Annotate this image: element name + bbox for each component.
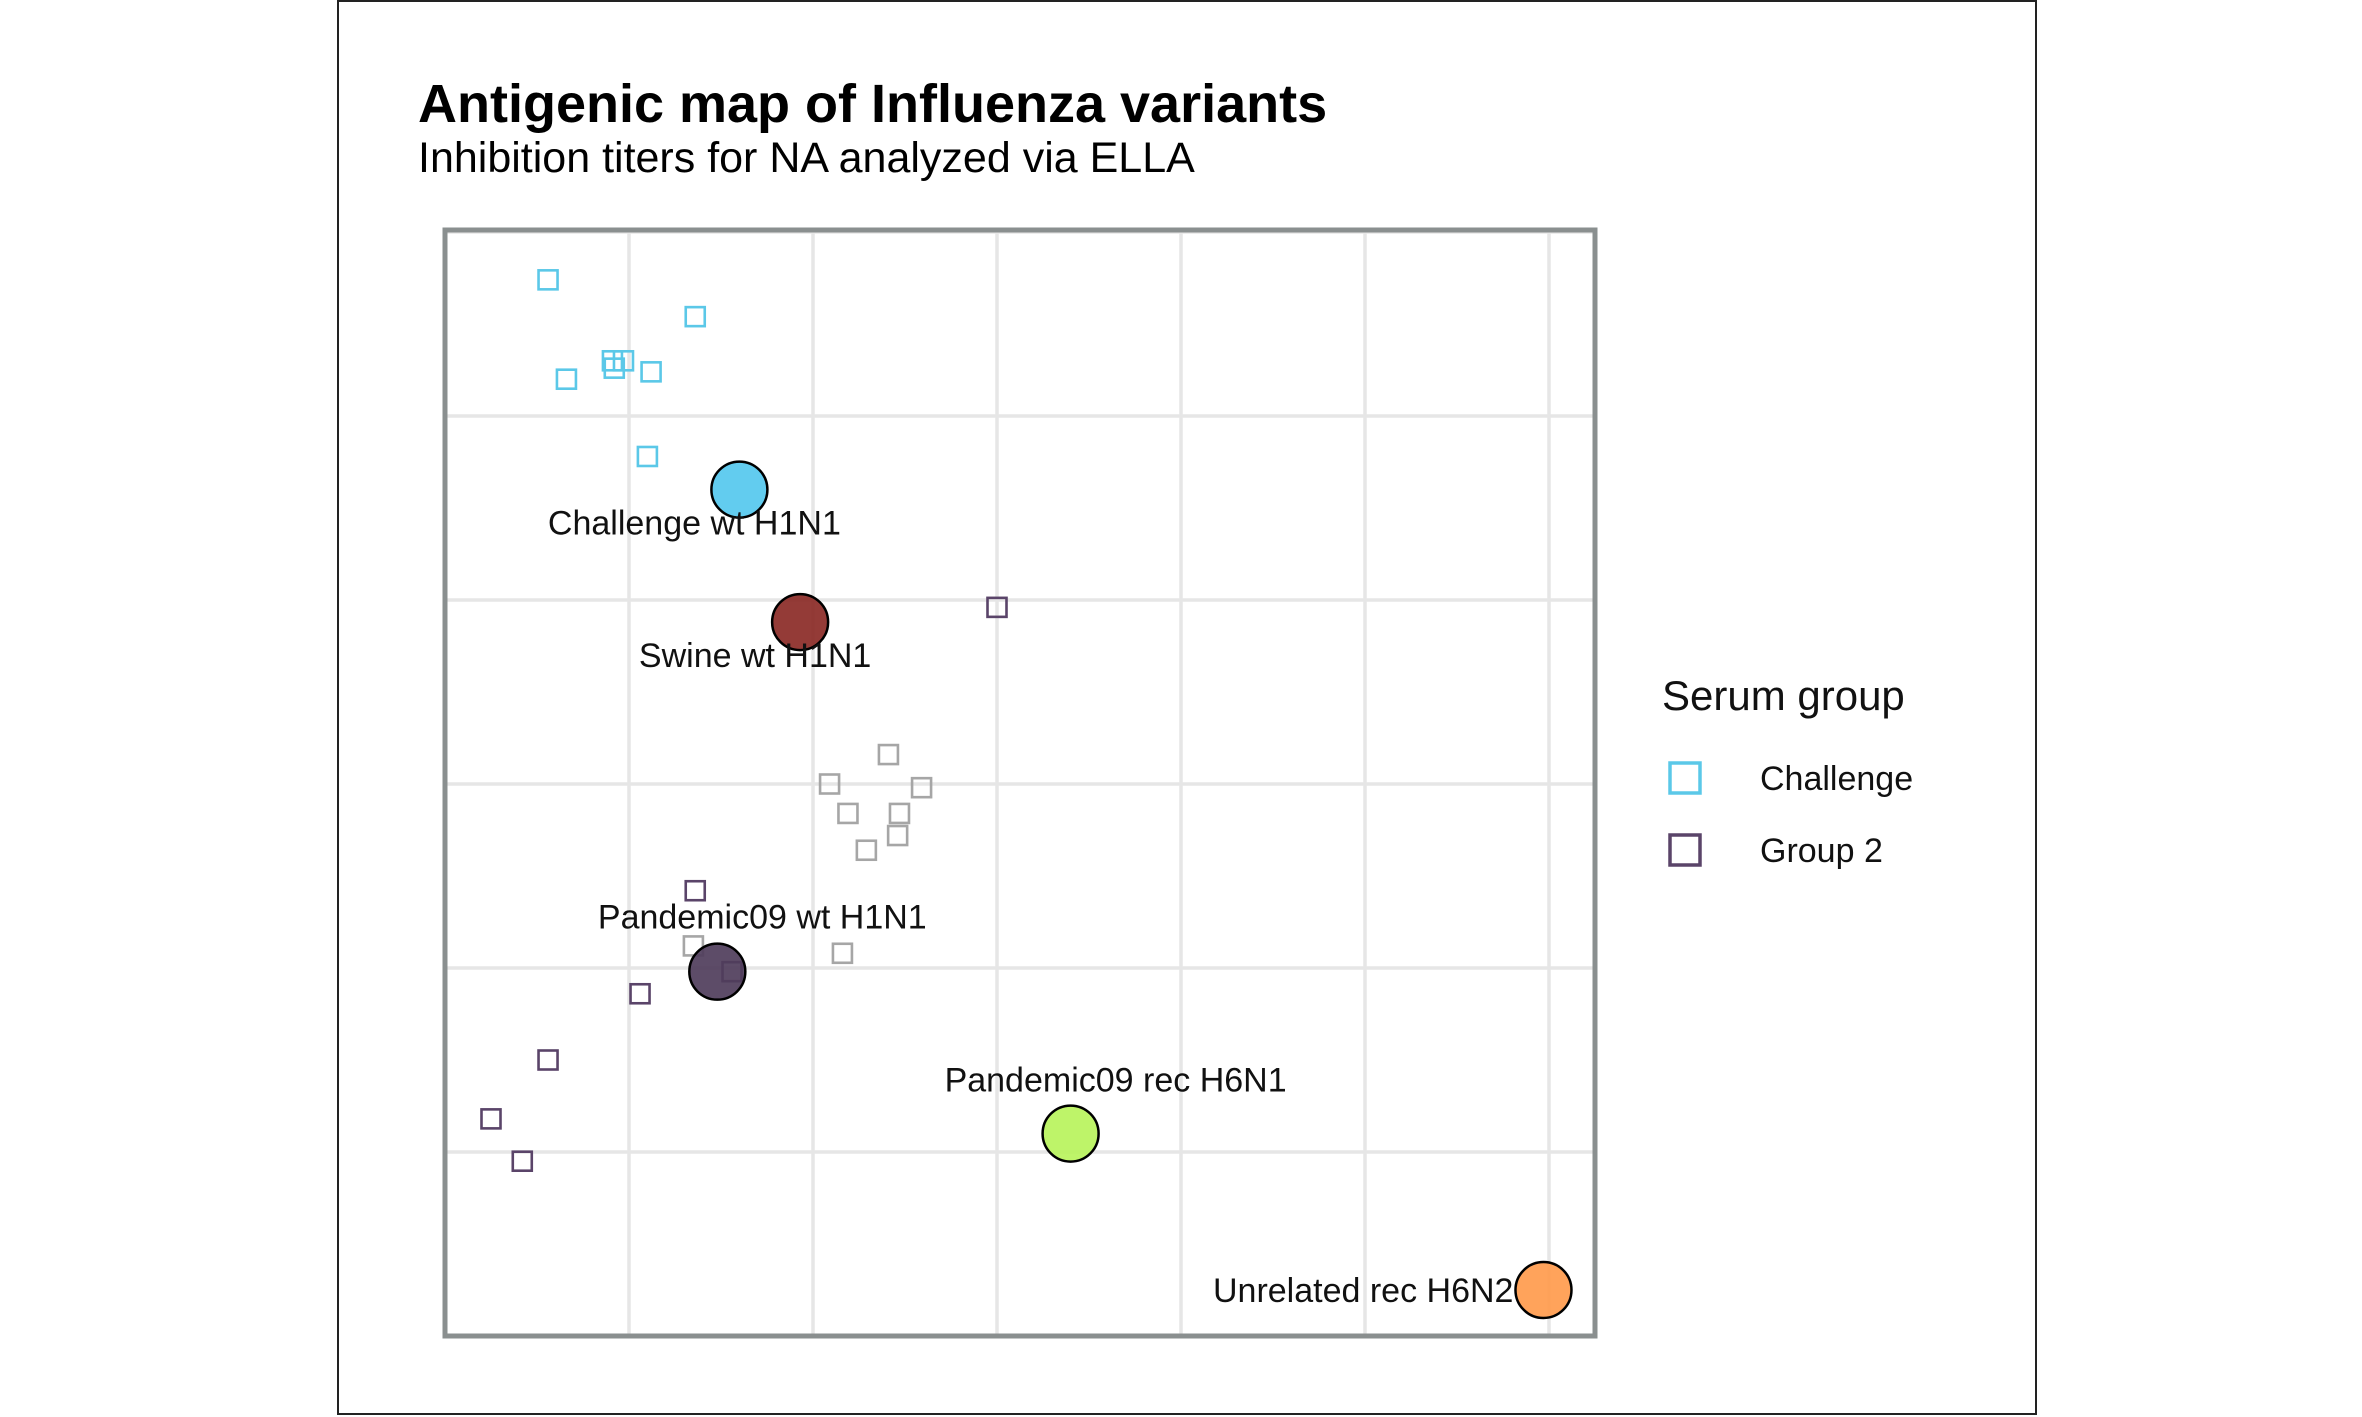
serum-point	[877, 743, 900, 766]
legend-title: Serum group	[1662, 672, 1905, 719]
chart-title: Antigenic map of Influenza variants	[418, 74, 1327, 134]
serum-point	[837, 802, 859, 825]
serum-point	[636, 445, 659, 468]
serum-point	[855, 839, 878, 862]
serum-point	[537, 1049, 559, 1071]
serum-point	[480, 1108, 502, 1130]
serum-point	[629, 982, 651, 1005]
serum-point	[886, 824, 909, 847]
grid	[445, 230, 1595, 1336]
serum-point	[888, 802, 911, 825]
serum-point	[601, 349, 624, 372]
antigen-point	[770, 592, 830, 652]
antigen-label: Pandemic09 rec H6N1	[945, 1062, 1287, 1100]
antigen-label: Challenge wt H1N1	[548, 505, 841, 543]
plot-panel-border	[442, 227, 1598, 1339]
serum-point	[603, 357, 626, 379]
antigen-point	[1041, 1104, 1100, 1163]
antigen-label: Swine wt H1N1	[639, 637, 871, 675]
serum-point	[684, 879, 707, 902]
serum-point	[831, 942, 854, 965]
legend-key	[1668, 761, 1702, 795]
antigen-point	[688, 942, 747, 1001]
serum-point	[910, 776, 933, 799]
legend-label: Challenge	[1760, 760, 1913, 798]
legend: Serum group Challenge Group 2	[1662, 672, 1913, 870]
serum-points	[480, 269, 1008, 1172]
chart-frame	[337, 0, 2037, 1415]
serum-point	[555, 368, 578, 391]
serum-point	[640, 361, 662, 383]
serum-point	[511, 1150, 534, 1172]
serum-point	[684, 305, 707, 328]
antigen-label: Unrelated rec H6N2	[1213, 1272, 1513, 1310]
antigen-label: Pandemic09 wt H1N1	[598, 899, 927, 937]
legend-label: Group 2	[1760, 832, 1883, 870]
serum-point	[537, 269, 559, 291]
antigen-point	[710, 460, 769, 519]
serum-point	[818, 773, 841, 795]
chart-subtitle: Inhibition titers for NA analyzed via EL…	[418, 134, 1195, 182]
antigen-point	[1514, 1260, 1573, 1320]
serum-point	[986, 596, 1008, 619]
antigen-points: Challenge wt H1N1 Swine wt H1N1 Pandemic09…	[548, 460, 1573, 1320]
legend-key	[1668, 833, 1702, 867]
